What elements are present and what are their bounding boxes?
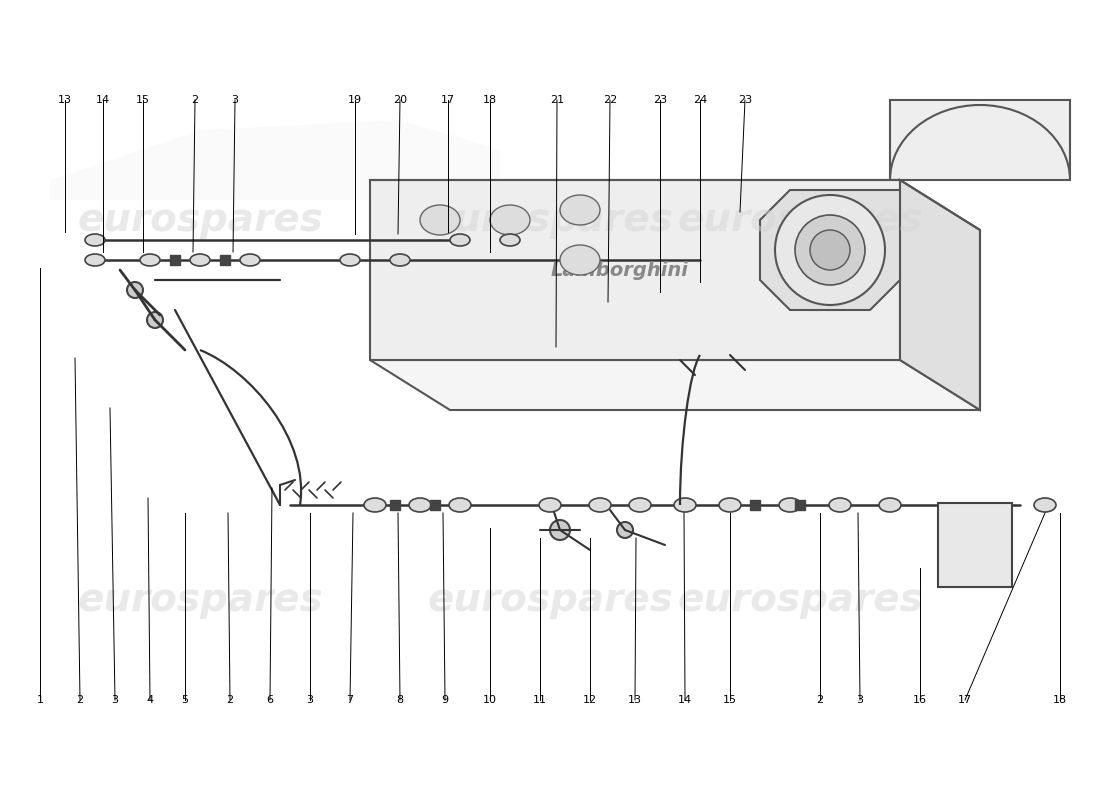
Circle shape xyxy=(804,349,816,361)
Text: 20: 20 xyxy=(393,95,407,105)
Circle shape xyxy=(702,362,738,398)
Ellipse shape xyxy=(879,498,901,512)
Text: 23: 23 xyxy=(653,95,667,105)
Text: 13: 13 xyxy=(628,695,642,705)
Circle shape xyxy=(617,522,632,538)
Text: 15: 15 xyxy=(136,95,150,105)
Text: 9: 9 xyxy=(441,695,449,705)
Circle shape xyxy=(842,362,878,398)
Circle shape xyxy=(946,516,954,524)
Ellipse shape xyxy=(674,498,696,512)
Ellipse shape xyxy=(779,498,801,512)
Text: 7: 7 xyxy=(346,695,353,705)
Text: 11: 11 xyxy=(534,695,547,705)
Text: 24: 24 xyxy=(693,95,707,105)
Ellipse shape xyxy=(1034,498,1056,512)
Ellipse shape xyxy=(340,254,360,266)
Ellipse shape xyxy=(190,254,210,266)
Text: 10: 10 xyxy=(483,695,497,705)
Ellipse shape xyxy=(560,195,600,225)
Text: 22: 22 xyxy=(603,95,617,105)
Circle shape xyxy=(776,195,886,305)
Circle shape xyxy=(795,215,865,285)
Text: eurospares: eurospares xyxy=(678,201,923,239)
Ellipse shape xyxy=(409,498,431,512)
Text: 14: 14 xyxy=(678,695,692,705)
Ellipse shape xyxy=(500,234,520,246)
Ellipse shape xyxy=(449,498,471,512)
Ellipse shape xyxy=(140,254,159,266)
Ellipse shape xyxy=(829,498,851,512)
Text: 1: 1 xyxy=(36,695,44,705)
Text: eurospares: eurospares xyxy=(427,581,673,619)
Text: 6: 6 xyxy=(266,695,274,705)
Ellipse shape xyxy=(490,205,530,235)
Polygon shape xyxy=(900,180,980,410)
Polygon shape xyxy=(890,100,1070,180)
Circle shape xyxy=(996,571,1004,579)
Circle shape xyxy=(946,571,954,579)
Circle shape xyxy=(810,230,850,270)
Ellipse shape xyxy=(85,234,104,246)
Ellipse shape xyxy=(588,498,610,512)
Circle shape xyxy=(550,520,570,540)
Text: 2: 2 xyxy=(816,695,824,705)
Ellipse shape xyxy=(85,254,104,266)
Polygon shape xyxy=(760,190,900,310)
Polygon shape xyxy=(370,360,980,410)
Text: 3: 3 xyxy=(307,695,314,705)
Text: 15: 15 xyxy=(723,695,737,705)
Text: eurospares: eurospares xyxy=(77,581,323,619)
Circle shape xyxy=(854,346,866,358)
Text: 12: 12 xyxy=(583,695,597,705)
Text: eurospares: eurospares xyxy=(427,201,673,239)
Text: eurospares: eurospares xyxy=(678,581,923,619)
Ellipse shape xyxy=(539,498,561,512)
Text: 17: 17 xyxy=(441,95,455,105)
Circle shape xyxy=(126,282,143,298)
Text: 3: 3 xyxy=(111,695,119,705)
Text: 18: 18 xyxy=(1053,695,1067,705)
Ellipse shape xyxy=(719,498,741,512)
Circle shape xyxy=(422,362,458,398)
Text: 21: 21 xyxy=(550,95,564,105)
Text: 5: 5 xyxy=(182,695,188,705)
Polygon shape xyxy=(50,120,501,200)
Text: eurospares: eurospares xyxy=(77,201,323,239)
Text: 2: 2 xyxy=(191,95,199,105)
Ellipse shape xyxy=(629,498,651,512)
Ellipse shape xyxy=(390,254,410,266)
Text: 3: 3 xyxy=(231,95,239,105)
Ellipse shape xyxy=(240,254,260,266)
Ellipse shape xyxy=(420,205,460,235)
Ellipse shape xyxy=(364,498,386,512)
Text: 16: 16 xyxy=(913,695,927,705)
Ellipse shape xyxy=(450,234,470,246)
Text: 14: 14 xyxy=(96,95,110,105)
Circle shape xyxy=(672,352,688,368)
Circle shape xyxy=(147,312,163,328)
Polygon shape xyxy=(370,180,900,360)
Circle shape xyxy=(632,362,668,398)
Circle shape xyxy=(722,347,738,363)
Text: 18: 18 xyxy=(483,95,497,105)
FancyBboxPatch shape xyxy=(938,503,1012,587)
Text: 2: 2 xyxy=(227,695,233,705)
Circle shape xyxy=(996,516,1004,524)
Text: 3: 3 xyxy=(857,695,864,705)
Ellipse shape xyxy=(560,245,600,275)
Text: 13: 13 xyxy=(58,95,72,105)
Text: 8: 8 xyxy=(396,695,404,705)
Text: 4: 4 xyxy=(146,695,154,705)
Circle shape xyxy=(492,362,528,398)
Circle shape xyxy=(772,362,808,398)
Text: 17: 17 xyxy=(958,695,972,705)
Text: 2: 2 xyxy=(76,695,84,705)
Circle shape xyxy=(562,362,598,398)
Text: Lamborghini: Lamborghini xyxy=(551,261,689,279)
Text: 19: 19 xyxy=(348,95,362,105)
Text: 23: 23 xyxy=(738,95,752,105)
